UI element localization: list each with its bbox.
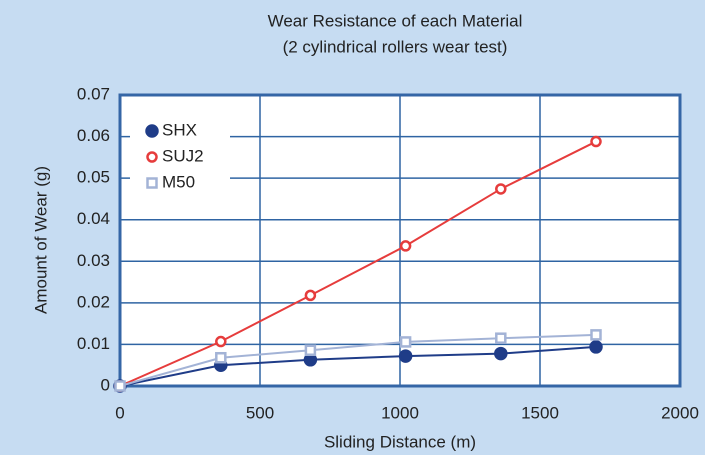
legend-marker xyxy=(145,124,159,138)
data-point xyxy=(304,289,317,302)
x-tick-label: 1000 xyxy=(381,403,419,422)
y-tick-label: 0.05 xyxy=(77,168,110,187)
y-tick-label: 0.01 xyxy=(77,334,110,353)
chart-subtitle: (2 cylindrical rollers wear test) xyxy=(283,37,508,56)
y-tick-label: 0.03 xyxy=(77,251,110,270)
legend-marker xyxy=(146,177,158,189)
data-point xyxy=(215,335,227,348)
data-point xyxy=(215,351,227,364)
chart-title: Wear Resistance of each Material xyxy=(268,11,523,30)
data-point xyxy=(399,336,412,348)
data-point xyxy=(589,340,603,354)
data-point xyxy=(495,332,507,344)
series-line xyxy=(119,140,597,387)
legend-label: M50 xyxy=(162,172,195,191)
data-point xyxy=(495,183,507,195)
data-point xyxy=(398,349,413,363)
x-tick-label: 0 xyxy=(115,403,124,422)
data-point xyxy=(399,240,412,252)
y-tick-label: 0 xyxy=(101,375,110,394)
data-point xyxy=(494,346,508,361)
y-tick-label: 0.06 xyxy=(77,126,110,145)
y-axis-label: Amount of Wear (g) xyxy=(31,166,50,314)
legend-label: SUJ2 xyxy=(162,146,204,165)
x-tick-label: 500 xyxy=(246,403,274,422)
x-axis-label: Sliding Distance (m) xyxy=(324,432,476,451)
series-line xyxy=(119,333,597,387)
y-tick-label: 0.02 xyxy=(77,292,110,311)
data-point xyxy=(114,380,126,392)
data-point xyxy=(590,329,602,341)
plot-border xyxy=(118,93,682,388)
data-point xyxy=(590,135,602,148)
y-tick-label: 0.04 xyxy=(77,209,110,228)
legend-marker xyxy=(146,151,158,163)
x-tick-label: 1500 xyxy=(521,403,559,422)
legend-label: SHX xyxy=(162,120,197,139)
y-tick-label: 0.07 xyxy=(77,84,110,103)
x-tick-label: 2000 xyxy=(661,403,699,422)
data-point xyxy=(304,344,317,356)
series-line xyxy=(119,345,597,387)
